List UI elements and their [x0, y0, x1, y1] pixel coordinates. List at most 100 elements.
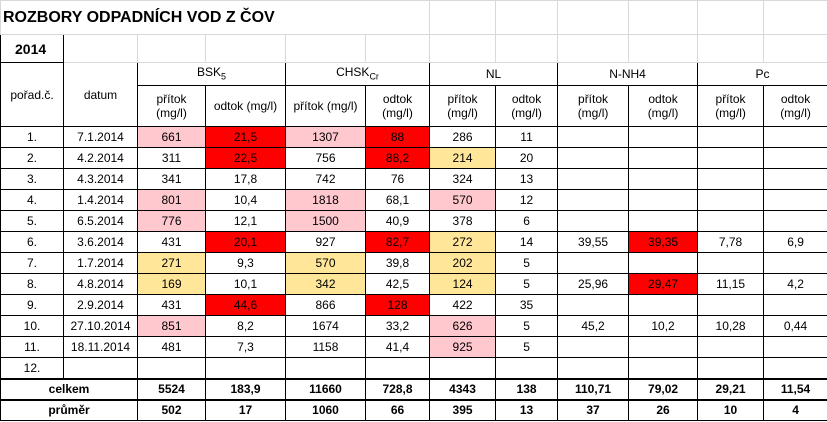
- cell: [763, 336, 827, 358]
- total-cell: 1060: [285, 398, 366, 421]
- empty-cell: [429, 0, 497, 35]
- empty-cell: [495, 34, 559, 63]
- cell: 214: [429, 147, 497, 169]
- empty-cell: [628, 0, 699, 35]
- cell: 10,1: [205, 273, 286, 295]
- row: 6. 3.6.2014 431 20,1 927 82,7 272 14 39,55 39,35 7…: [0, 231, 827, 253]
- cell: [557, 210, 630, 232]
- cell: 570: [285, 252, 366, 274]
- total-cell: 79,02: [628, 377, 699, 400]
- group-header: NL: [429, 62, 559, 86]
- empty-cell: [697, 34, 765, 63]
- empty-cell: [697, 0, 765, 35]
- cell: 4.2.2014: [63, 147, 138, 169]
- total-cell: 11,54: [763, 377, 827, 400]
- cell: 10,2: [628, 315, 699, 337]
- cell: 17,8: [205, 168, 286, 190]
- subheader: odtok (mg/l): [205, 85, 286, 127]
- subheader-line: (mg/l): [647, 106, 679, 120]
- subheader-line: přítok: [578, 92, 609, 106]
- cell: [557, 147, 630, 169]
- cell: 756: [285, 147, 366, 169]
- cell: 4.3.2014: [63, 168, 138, 190]
- empty-cell: [63, 34, 138, 63]
- cell: [697, 336, 765, 358]
- group-header: N-NH4: [557, 62, 699, 86]
- total-cell: 29,21: [697, 377, 765, 400]
- cell: [628, 357, 699, 379]
- cell: [763, 126, 827, 148]
- cell: 10,28: [697, 315, 765, 337]
- cell: 33,2: [364, 315, 431, 337]
- subheader-line: přítok: [715, 92, 746, 106]
- row: 8. 4.8.2014 169 10,1 342 42,5 124 5 25,96 29,47 11…: [0, 273, 827, 295]
- cell: [557, 189, 630, 211]
- title: ROZBORY ODPADNÍCH VOD Z ČOV: [0, 0, 431, 35]
- cell: 7.1.2014: [63, 126, 138, 148]
- cell: 851: [137, 315, 206, 337]
- cell: 35: [495, 294, 559, 316]
- cell: 9,3: [205, 252, 286, 274]
- cell: 1674: [285, 315, 366, 337]
- group-subscript: Cr: [369, 71, 379, 82]
- empty-cell: [364, 34, 431, 63]
- subheader: odtok (mg/l): [763, 85, 827, 127]
- total-cell: 138: [495, 377, 559, 400]
- row: ROZBORY ODPADNÍCH VOD Z ČOV: [0, 0, 827, 35]
- total-label: celkem: [0, 377, 138, 400]
- cell: 4,2: [763, 273, 827, 295]
- total-cell: 183,9: [205, 377, 286, 400]
- cell: 3.: [0, 168, 64, 190]
- cell: 11: [495, 126, 559, 148]
- cell: 6,9: [763, 231, 827, 253]
- cell: 1158: [285, 336, 366, 358]
- empty-cell: [205, 34, 286, 63]
- cell: [628, 336, 699, 358]
- cell: 20,1: [205, 231, 286, 253]
- group-name: BSK: [196, 64, 221, 79]
- subheader-line: (mg/l): [780, 106, 811, 120]
- cell: 1818: [285, 189, 366, 211]
- empty-cell: [763, 34, 827, 63]
- cell: [137, 357, 206, 379]
- group-header: BSK5: [137, 62, 286, 86]
- row: 2014: [0, 34, 827, 63]
- total-cell: 37: [557, 398, 630, 421]
- cell: 9.: [0, 294, 64, 316]
- row: 3. 4.3.2014 341 17,8 742 76 324 13: [0, 168, 827, 190]
- cell: 3.6.2014: [63, 231, 138, 253]
- cell: [495, 357, 559, 379]
- cell: 2.: [0, 147, 64, 169]
- cell: [697, 357, 765, 379]
- cell: 10.: [0, 315, 64, 337]
- cell: [557, 294, 630, 316]
- subheader-line: odtok (mg/l): [213, 99, 278, 113]
- cell: 20: [495, 147, 559, 169]
- cell: 124: [429, 273, 497, 295]
- row: 1. 7.1.2014 661 21,5 1307 88 286 11: [0, 126, 827, 148]
- cell: 12.: [0, 357, 64, 379]
- cell: 0,44: [763, 315, 827, 337]
- subheader-line: přítok (mg/l): [293, 99, 358, 113]
- cell: 21,5: [205, 126, 286, 148]
- cell: 5.: [0, 210, 64, 232]
- cell: 925: [429, 336, 497, 358]
- cell: [557, 336, 630, 358]
- row: 4. 1.4.2014 801 10,4 1818 68,1 570 12: [0, 189, 827, 211]
- cell: 927: [285, 231, 366, 253]
- cell: 286: [429, 126, 497, 148]
- cell: 6.5.2014: [63, 210, 138, 232]
- empty-cell: [763, 0, 827, 35]
- cell: 44,6: [205, 294, 286, 316]
- cell: [763, 294, 827, 316]
- cell: [763, 210, 827, 232]
- row: průměr 502 17 1060 66 395 13 37 26 10 4: [0, 398, 827, 421]
- cell: 8,2: [205, 315, 286, 337]
- cell: 6.: [0, 231, 64, 253]
- empty-cell: [137, 34, 206, 63]
- cell: 14: [495, 231, 559, 253]
- row: 11. 18.11.2014 481 7,3 1158 41,4 925 5: [0, 336, 827, 358]
- total-cell: 10: [697, 398, 765, 421]
- cell: [628, 252, 699, 274]
